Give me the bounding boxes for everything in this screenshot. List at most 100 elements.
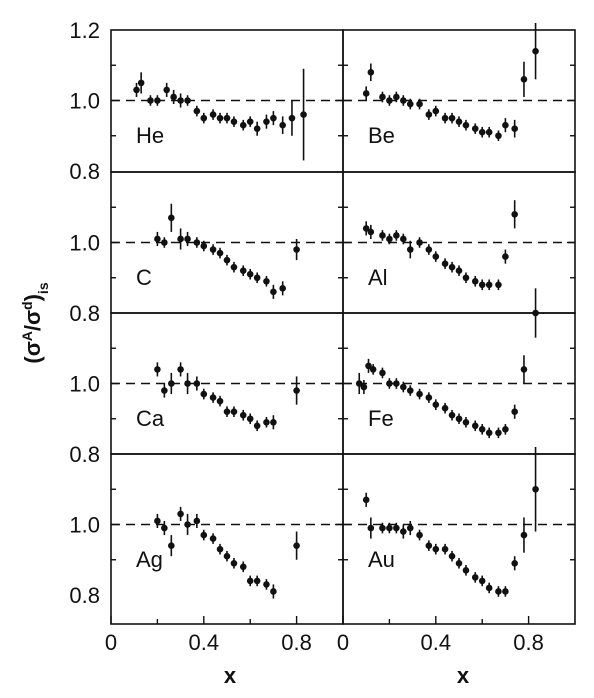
point-marker (270, 588, 277, 595)
point-marker (532, 47, 539, 55)
point-marker (193, 239, 201, 246)
data-point (246, 413, 254, 425)
panel-label: C (136, 265, 152, 290)
point-marker (263, 418, 270, 426)
panels: He Be C Al Ca Fe Ag Au (110, 22, 576, 625)
data-point (441, 112, 449, 124)
point-marker (168, 214, 175, 222)
panel-al: Al (342, 171, 576, 314)
data-point (416, 237, 423, 248)
point-marker (161, 524, 168, 532)
data-point (432, 399, 440, 410)
point-marker (246, 415, 254, 423)
point-marker (471, 574, 479, 581)
point-marker (455, 267, 463, 275)
point-marker (216, 249, 224, 257)
panel-label: Be (368, 123, 395, 148)
panel-fe: Fe (342, 288, 576, 455)
data-point (432, 251, 440, 262)
point-marker (379, 524, 386, 532)
data-point (532, 446, 539, 532)
y-axis-title-sub: is (35, 282, 51, 294)
data-point (209, 109, 217, 120)
point-marker (511, 559, 518, 567)
data-point (502, 118, 509, 133)
data-point (177, 506, 184, 521)
data-point (441, 402, 449, 414)
point-marker (270, 418, 277, 426)
y-tick-label: 1.0 (69, 231, 100, 256)
data-point (184, 231, 191, 247)
point-marker (471, 422, 479, 430)
point-marker (154, 366, 161, 373)
point-marker (216, 114, 224, 122)
panel-label: Al (368, 265, 388, 290)
data-point (478, 279, 486, 291)
panel-label: Ca (136, 406, 165, 431)
data-point (462, 119, 470, 131)
data-point (441, 258, 449, 269)
data-point (462, 416, 470, 428)
point-marker (161, 239, 168, 246)
data-point (462, 272, 470, 284)
data-point (386, 378, 393, 389)
y-tick-label: 1.0 (69, 372, 100, 397)
data-point (416, 98, 423, 110)
data-point (425, 392, 433, 403)
point-marker (393, 93, 400, 101)
point-marker (209, 111, 217, 118)
point-marker (369, 366, 377, 373)
data-point (270, 111, 277, 126)
point-marker (246, 270, 254, 278)
data-point (288, 100, 296, 136)
point-marker (263, 581, 270, 588)
point-marker (147, 97, 154, 104)
y-axis-title-slash: /σ (20, 310, 45, 331)
point-marker (355, 380, 363, 387)
data-point (137, 72, 145, 94)
panel-ca: Ca (110, 312, 344, 455)
x-tick-label: 0 (337, 630, 349, 655)
data-point (161, 520, 168, 536)
point-marker (293, 542, 300, 549)
point-marker (177, 510, 184, 518)
data-point (253, 420, 261, 432)
point-marker (406, 524, 414, 532)
point-marker (270, 288, 277, 296)
point-marker (200, 114, 208, 122)
data-point (400, 95, 407, 106)
point-marker (511, 211, 518, 218)
point-marker (455, 118, 463, 125)
data-point (455, 413, 463, 425)
point-marker (400, 235, 407, 243)
data-point (400, 524, 407, 539)
data-point (200, 240, 208, 252)
point-marker (416, 100, 423, 108)
point-marker (520, 76, 528, 83)
point-marker (502, 121, 509, 129)
point-marker (293, 387, 300, 394)
data-point (495, 586, 502, 597)
point-marker (253, 125, 261, 132)
point-marker (365, 362, 372, 370)
point-marker (154, 97, 161, 104)
point-marker (193, 517, 201, 525)
data-point (223, 254, 231, 266)
y-tick-label: 1.0 (69, 513, 100, 538)
data-point (369, 364, 377, 375)
point-marker (263, 277, 270, 285)
data-point (386, 95, 393, 106)
x-axis-title-right: x (457, 663, 470, 688)
data-point (193, 105, 201, 117)
point-marker (184, 235, 191, 243)
point-marker (367, 228, 375, 236)
data-point (495, 279, 502, 291)
data-point (239, 561, 247, 573)
data-point (253, 575, 261, 587)
point-marker (485, 281, 493, 289)
data-point (379, 91, 386, 103)
x-tick-label: 0.4 (421, 630, 452, 655)
data-point (416, 388, 423, 400)
point-marker (448, 263, 456, 271)
data-point (246, 268, 254, 280)
